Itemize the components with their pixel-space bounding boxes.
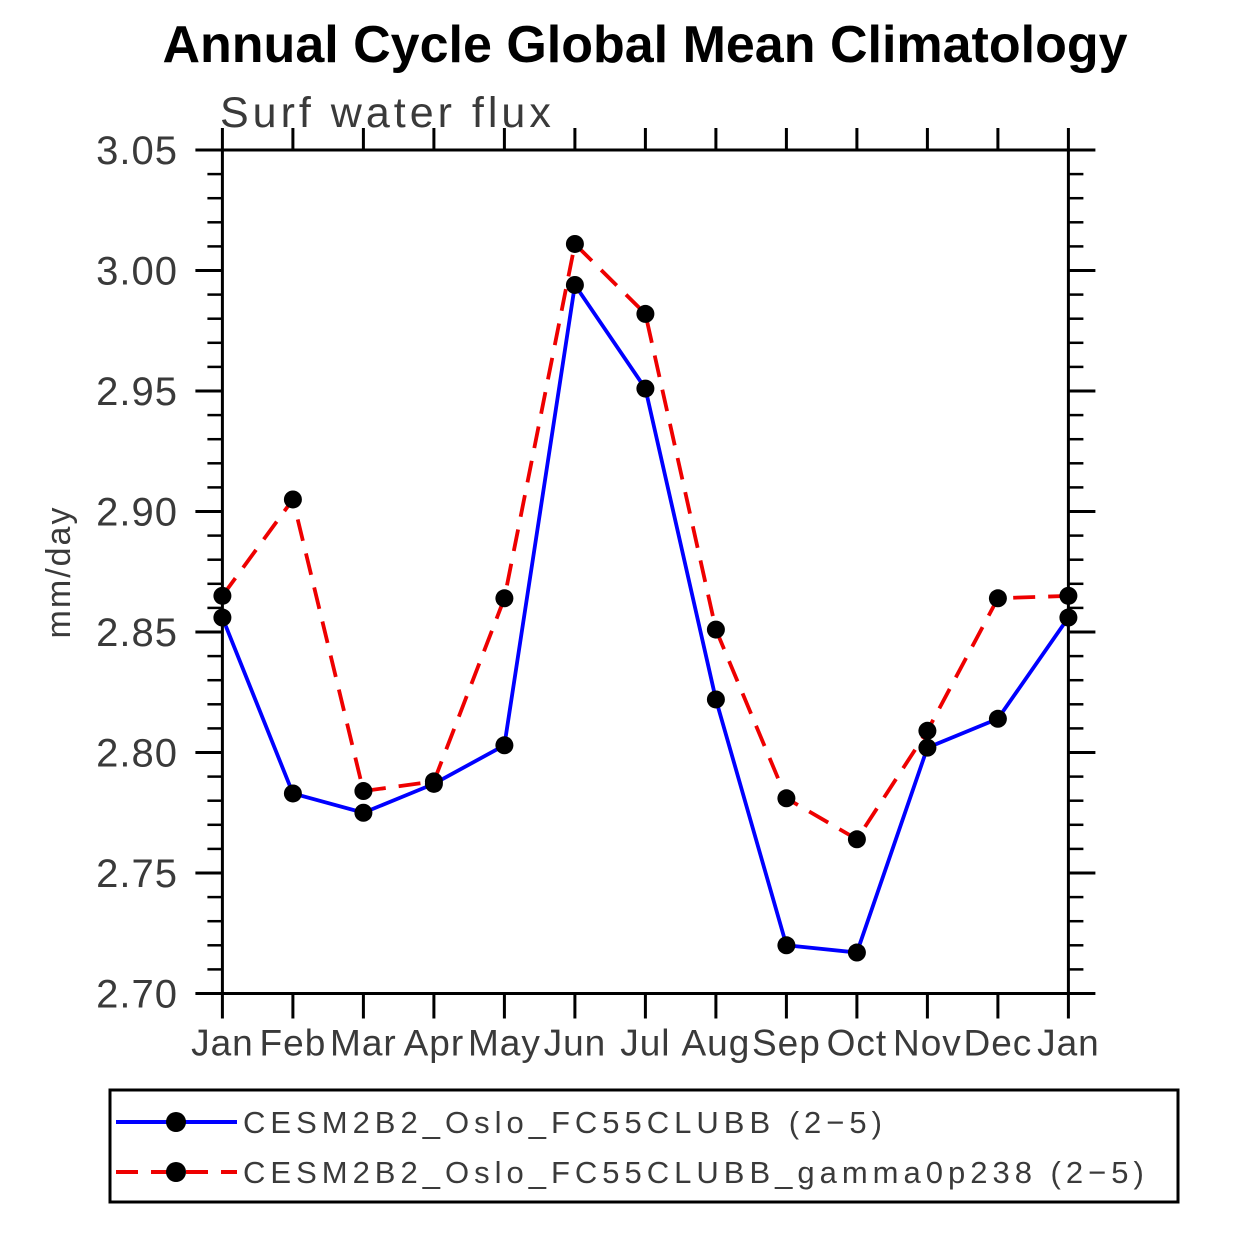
data-point-marker-s1 — [565, 234, 584, 253]
legend-border — [108, 1088, 1180, 1204]
x-tick-label: Nov — [893, 1023, 962, 1064]
y-tick-label: 2.90 — [96, 491, 178, 535]
y-tick-label: 2.95 — [96, 370, 178, 414]
y-tick-label: 3.00 — [96, 250, 178, 294]
x-tick-label: Dec — [963, 1023, 1032, 1064]
x-tick-label: Mar — [330, 1023, 397, 1064]
legend-item-dashed: CESM2B2_Oslo_FC55CLUBB_gamma0p238 (2−5) — [116, 1155, 1149, 1190]
data-point-marker-s1 — [354, 782, 373, 801]
data-point-marker-s0 — [636, 379, 655, 398]
x-tick-label: Sep — [752, 1023, 821, 1064]
data-point-marker-s1 — [636, 304, 655, 323]
data-point-marker-s1 — [495, 589, 514, 608]
x-tick-label: Jun — [544, 1023, 607, 1064]
x-tick-label: Oct — [827, 1023, 888, 1064]
data-point-marker-s1 — [988, 589, 1007, 608]
plot-area: Jan Feb Mar Apr May Jun Jul Aug Sep Oct Nov Dec Jan2… — [96, 128, 1100, 1064]
data-point-marker-s1 — [918, 721, 937, 740]
legend-label: CESM2B2_Oslo_FC55CLUBB_gamma0p238 (2−5) — [243, 1155, 1149, 1190]
data-point-marker-s0 — [777, 936, 796, 955]
legend-item-solid: CESM2B2_Oslo_FC55CLUBB (2−5) — [116, 1105, 887, 1140]
x-tick-label: Apr — [404, 1023, 465, 1064]
y-tick-label: 2.75 — [96, 852, 178, 896]
y-tick-label: 2.70 — [96, 973, 178, 1017]
data-point-marker-s0 — [988, 709, 1007, 728]
data-point-marker-s1 — [847, 830, 866, 849]
x-tick-label: Jan — [191, 1023, 254, 1064]
data-point-marker-s1 — [213, 586, 232, 605]
chart-subtitle: Surf water flux — [220, 89, 555, 137]
y-tick-label: 3.05 — [96, 129, 178, 173]
data-point-marker-s1 — [706, 620, 725, 639]
legend-marker-dot — [166, 1112, 186, 1132]
x-tick-label: May — [468, 1023, 541, 1064]
axis-frame — [220, 148, 1070, 995]
data-point-marker-s1 — [777, 789, 796, 808]
data-point-marker-s0 — [495, 736, 514, 755]
data-point-marker-s0 — [565, 275, 584, 294]
data-point-marker-s0 — [283, 784, 302, 803]
x-tick-label: Feb — [260, 1023, 327, 1064]
data-point-marker-s0 — [354, 803, 373, 822]
series-line-1 — [220, 240, 1069, 842]
data-point-marker-s0 — [1059, 608, 1078, 627]
data-point-marker-s1 — [283, 490, 302, 509]
data-point-marker-s0 — [918, 738, 937, 757]
data-point-marker-s1 — [1059, 586, 1078, 605]
x-tick-label: Jan — [1037, 1023, 1100, 1064]
legend-label: CESM2B2_Oslo_FC55CLUBB (2−5) — [243, 1105, 887, 1140]
legend-box: CESM2B2_Oslo_FC55CLUBB (2−5) CESM2B2_Osl… — [108, 1088, 1180, 1204]
y-tick-label: 2.80 — [96, 732, 178, 776]
legend-marker-dot — [166, 1162, 186, 1182]
x-tick-label: Aug — [681, 1023, 750, 1064]
x-tick-label: Jul — [620, 1023, 670, 1064]
y-tick-label: 2.85 — [96, 611, 178, 655]
y-axis-label: mm/day — [40, 506, 78, 639]
data-point-marker-s0 — [706, 690, 725, 709]
data-point-marker-s0 — [847, 943, 866, 962]
chart-title: Annual Cycle Global Mean Climatology — [162, 16, 1127, 74]
data-point-marker-s1 — [424, 772, 443, 791]
data-point-marker-s0 — [213, 608, 232, 627]
